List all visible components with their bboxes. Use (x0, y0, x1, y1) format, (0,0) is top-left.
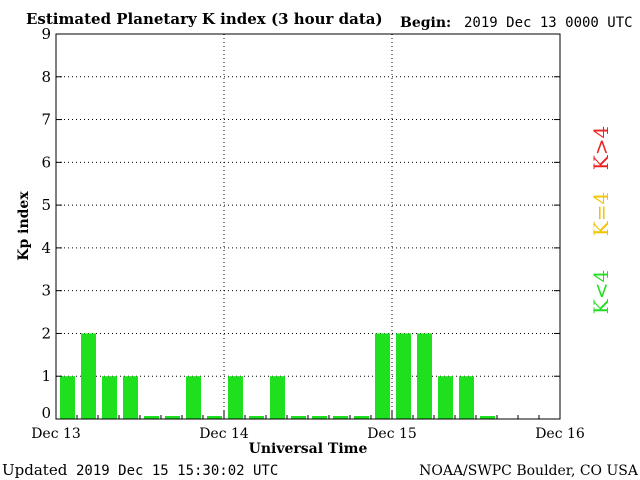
updated-value: 2019 Dec 15 15:30:02 UTC (76, 463, 278, 479)
plot-frame (55, 33, 561, 420)
x-tick-label: Dec 13 (31, 426, 81, 442)
grid-lines (56, 33, 560, 419)
bars-group (60, 333, 495, 419)
kp-bar (291, 416, 306, 419)
kp-bar (165, 416, 180, 419)
x-axis-ticks: Dec 13 Dec 14 Dec 15 Dec 16 (31, 411, 585, 442)
begin-value: 2019 Dec 13 0000 UTC (464, 15, 633, 31)
legend-k-greater-4: K>4 (589, 126, 613, 170)
kp-bar (333, 416, 348, 419)
kp-bar (480, 416, 495, 419)
x-axis-label: Universal Time (249, 441, 368, 457)
legend-k-less-4: K<4 (589, 270, 613, 314)
kp-bar (186, 376, 201, 419)
x-tick-label: Dec 15 (367, 426, 417, 442)
kp-bar (396, 333, 411, 419)
y-tick-label: 4 (41, 239, 51, 257)
kp-bar (102, 376, 117, 419)
kp-bar (60, 376, 75, 419)
kp-bar (144, 416, 159, 419)
legend-k-equal-4: K=4 (589, 192, 613, 236)
kp-bar (312, 416, 327, 419)
kp-bar (354, 416, 369, 419)
kp-bar (417, 333, 432, 419)
updated-label: Updated (2, 461, 68, 479)
y-tick-label: 7 (41, 111, 51, 129)
kp-bar (207, 416, 222, 419)
kp-bar (81, 333, 96, 419)
y-tick-label: 0 (41, 404, 51, 422)
y-tick-label: 2 (41, 324, 51, 342)
x-tick-label: Dec 14 (199, 426, 249, 442)
y-axis-ticks: 0 1 2 3 4 5 6 7 8 9 (41, 25, 560, 422)
y-tick-label: 8 (41, 68, 51, 86)
chart-title: Estimated Planetary K index (3 hour data… (26, 10, 383, 28)
credit-text: NOAA/SWPC Boulder, CO USA (419, 463, 639, 479)
y-tick-label: 6 (41, 153, 51, 171)
kp-bar (438, 376, 453, 419)
y-tick-label: 3 (41, 282, 51, 300)
kp-bar (270, 376, 285, 419)
begin-label: Begin: (400, 15, 451, 31)
kp-bar (249, 416, 264, 419)
y-axis-label: Kp index (16, 191, 32, 261)
y-tick-label: 9 (41, 25, 51, 43)
x-tick-label: Dec 16 (535, 426, 585, 442)
kp-bar (228, 376, 243, 419)
kp-bar (375, 333, 390, 419)
kp-bar (459, 376, 474, 419)
y-tick-label: 1 (41, 367, 51, 385)
kp-bar (123, 376, 138, 419)
y-tick-label: 5 (41, 196, 51, 214)
